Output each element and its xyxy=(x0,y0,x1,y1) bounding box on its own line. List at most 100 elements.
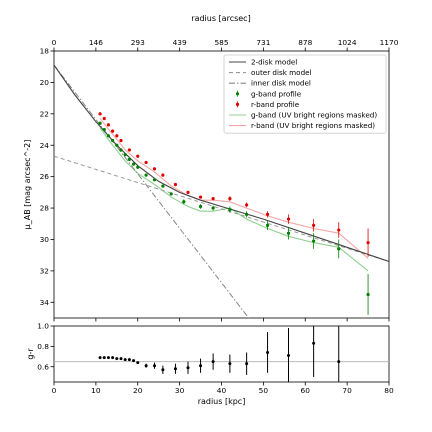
legend-label-g_masked: g-band (UV bright regions masked) xyxy=(251,111,377,120)
main-y-tick-label: 24 xyxy=(40,141,50,150)
two-disk-line xyxy=(54,64,389,263)
g-profile-point xyxy=(182,200,186,204)
r-profile-point xyxy=(127,148,131,152)
g-profile-point xyxy=(161,184,165,188)
g-profile-point xyxy=(106,134,111,138)
color-x-tick-label: 70 xyxy=(342,386,352,395)
r-profile-point xyxy=(161,173,165,177)
legend-swatch-g_profile xyxy=(235,92,240,96)
color-series xyxy=(54,326,389,382)
color-x-tick-label: 40 xyxy=(217,386,227,395)
r-masked-line xyxy=(99,118,369,259)
color-y-tick-labels: 0.6 0.8 1.0 xyxy=(37,322,54,371)
legend-label-inner_disk: inner disk model xyxy=(251,79,311,88)
r-profile-point xyxy=(102,116,106,121)
top-tick-label: 585 xyxy=(214,38,228,47)
color-x-tick-label: 50 xyxy=(259,386,269,395)
g-profile-point xyxy=(286,231,291,235)
color-point xyxy=(102,356,106,360)
g-profile-point xyxy=(228,208,232,212)
color-point xyxy=(245,362,249,366)
r-profile-point xyxy=(115,134,119,138)
color-y-tick-label: 0.8 xyxy=(37,342,49,351)
g-profile-point xyxy=(115,143,119,147)
g-profile-point xyxy=(119,148,123,152)
color-point xyxy=(123,358,127,362)
main-y-axis-label: μ_AB [mag arcsec^-2] xyxy=(23,140,32,230)
main-y-tick-label: 26 xyxy=(40,172,50,181)
color-y-tick-label: 1.0 xyxy=(37,322,49,331)
main-panel: 18 20 22 24 26 28 30 32 34 μ_AB [mag arcsec^-2] xyxy=(23,47,390,322)
color-point xyxy=(161,368,165,372)
top-tick-label: 293 xyxy=(131,38,145,47)
color-point xyxy=(312,341,316,345)
main-y-tick-label: 28 xyxy=(40,204,50,213)
color-point xyxy=(136,361,140,365)
main-clipped-series xyxy=(54,64,389,318)
top-tick-label: 731 xyxy=(256,38,270,47)
top-axis-label: radius [arcsec] xyxy=(191,14,250,23)
legend-label-two_disk: 2-disk model xyxy=(251,58,297,67)
r-profile-point xyxy=(366,241,370,245)
color-clipped-series xyxy=(54,326,389,382)
r-profile-point xyxy=(337,228,341,232)
color-x-tick-label: 20 xyxy=(133,386,143,395)
color-panel: 0.6 0.8 1.0 0 10 20 30 40 50 60 70 80 g-r radius [… xyxy=(26,322,394,406)
g-profile-point xyxy=(136,165,140,169)
g-profile-point xyxy=(127,157,131,161)
g-profile-point xyxy=(111,138,115,143)
color-x-tick-label: 30 xyxy=(175,386,185,395)
top-tick-label: 0 xyxy=(52,38,57,47)
color-point xyxy=(119,357,123,361)
color-x-axis-label: radius [kpc] xyxy=(198,397,246,406)
main-y-tick-label: 34 xyxy=(40,298,50,307)
g-profile-point xyxy=(366,292,370,297)
main-series xyxy=(54,64,389,318)
g-profile-point xyxy=(152,178,157,182)
main-y-tick-label: 18 xyxy=(40,47,50,56)
color-x-tick-labels: 0 10 20 30 40 50 60 70 80 xyxy=(52,382,394,395)
g-profile-point xyxy=(131,162,136,166)
color-x-tick-label: 60 xyxy=(301,386,311,395)
r-profile-point xyxy=(211,197,215,201)
inner-disk-line xyxy=(54,64,250,318)
legend-label-outer_disk: outer disk model xyxy=(251,68,312,77)
color-point xyxy=(144,364,148,368)
color-x-tick-label: 80 xyxy=(384,386,394,395)
g-profile-point xyxy=(169,192,173,196)
legend-label-r_masked: r-band (UV bright regions masked) xyxy=(251,121,375,130)
color-point xyxy=(337,360,341,364)
r-profile-point xyxy=(245,203,249,207)
g-profile-point xyxy=(312,239,316,243)
r-profile-point xyxy=(106,123,111,127)
main-y-axis-label-text: μ_AB [mag arcsec^-2] xyxy=(23,140,32,230)
r-profile-point xyxy=(265,212,270,216)
g-profile-point xyxy=(211,206,215,210)
g-profile-point xyxy=(198,204,203,209)
color-point xyxy=(228,362,232,366)
g-profile-point xyxy=(123,153,127,157)
r-profile-point xyxy=(136,154,140,158)
color-x-tick-label: 10 xyxy=(91,386,101,395)
g-profile-point xyxy=(337,247,341,251)
r-profile-point xyxy=(119,138,123,143)
main-x-ticks xyxy=(53,318,390,322)
legend-swatch-r_profile xyxy=(235,102,240,106)
main-y-tick-label: 32 xyxy=(40,266,49,275)
color-point xyxy=(98,356,102,360)
color-point xyxy=(287,354,290,358)
color-point xyxy=(111,356,115,360)
g-masked-line xyxy=(99,127,369,272)
outer-disk-line xyxy=(54,155,389,262)
top-tick-label: 878 xyxy=(298,38,312,47)
r-profile-point xyxy=(286,217,291,221)
top-tick-label: 1170 xyxy=(380,38,399,47)
legend-label-g_profile: g-band profile xyxy=(251,89,302,98)
legend-label-r_profile: r-band profile xyxy=(251,100,300,109)
r-profile-point xyxy=(144,160,148,165)
top-tick-label: 439 xyxy=(173,38,187,47)
main-y-tick-label: 20 xyxy=(40,78,50,87)
top-tick-label: 146 xyxy=(89,38,103,47)
